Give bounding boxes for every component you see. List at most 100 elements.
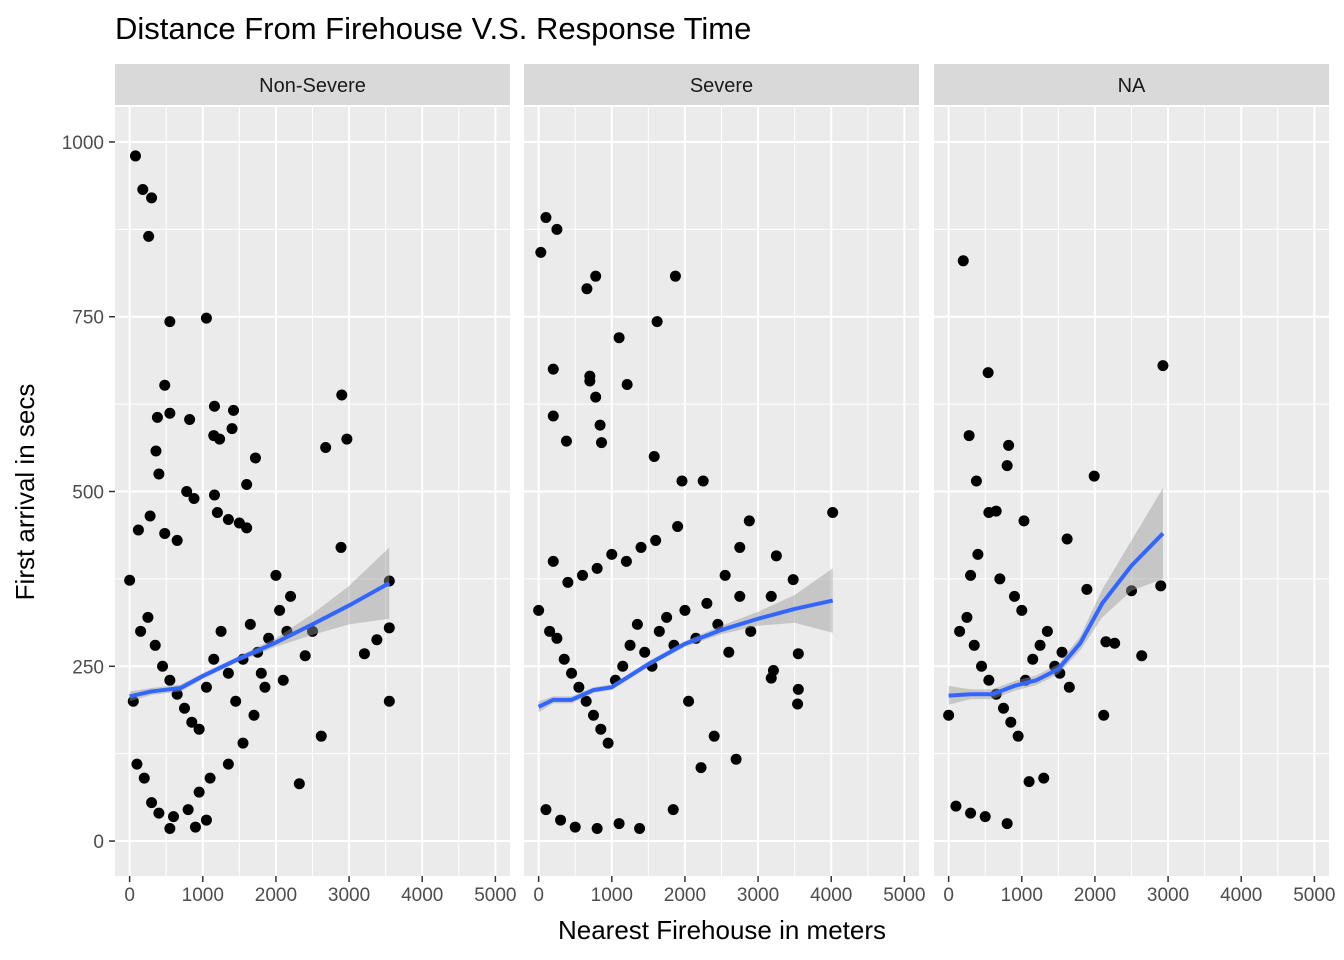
- data-point: [215, 625, 227, 637]
- data-point: [1100, 636, 1112, 648]
- data-point: [193, 786, 205, 798]
- data-point: [255, 667, 267, 679]
- data-point: [1098, 709, 1110, 721]
- data-point: [226, 423, 238, 435]
- data-point: [982, 367, 994, 379]
- data-point: [315, 730, 327, 742]
- data-point: [719, 569, 731, 581]
- data-point: [335, 541, 347, 553]
- confidence-ribbon: [129, 547, 390, 702]
- data-point: [765, 590, 777, 602]
- data-point: [827, 506, 839, 518]
- data-point: [540, 804, 552, 816]
- data-point: [371, 634, 383, 646]
- data-point: [965, 807, 977, 819]
- data-point: [237, 737, 249, 749]
- confidence-ribbon: [948, 488, 1163, 705]
- data-point: [639, 646, 651, 658]
- data-point: [149, 639, 161, 651]
- x-tick-label: 3000: [737, 885, 779, 906]
- data-point: [976, 660, 988, 672]
- data-point: [135, 625, 147, 637]
- data-point: [189, 821, 201, 833]
- data-point: [596, 437, 608, 449]
- data-point: [950, 800, 962, 812]
- data-point: [613, 332, 625, 344]
- facet-panel-0: Non-Severe 0 1000 2000 3000 4000 5000: [115, 64, 517, 906]
- data-point: [972, 548, 984, 560]
- data-point: [560, 435, 572, 447]
- facet-strip-label: Severe: [690, 75, 753, 97]
- data-point: [1126, 585, 1137, 597]
- data-point: [648, 451, 660, 463]
- data-point: [734, 541, 746, 553]
- data-point: [954, 625, 966, 637]
- data-point: [1155, 580, 1167, 592]
- data-point: [151, 411, 163, 423]
- data-point: [383, 622, 395, 634]
- data-point: [1016, 604, 1028, 616]
- data-point: [558, 653, 570, 665]
- data-point: [635, 541, 647, 553]
- x-tick-label: 5000: [474, 885, 516, 906]
- data-point: [274, 604, 286, 616]
- data-point: [270, 569, 282, 581]
- data-point: [1018, 515, 1030, 527]
- data-point: [208, 400, 220, 412]
- data-point: [204, 772, 216, 784]
- data-point: [1001, 460, 1013, 472]
- data-point: [178, 702, 190, 714]
- facet-strip: [524, 64, 919, 105]
- data-point: [164, 407, 176, 419]
- data-point: [184, 413, 196, 425]
- data-point: [171, 534, 183, 546]
- facet-strip: [115, 64, 510, 105]
- data-point: [358, 648, 370, 660]
- data-point: [1027, 653, 1039, 665]
- data-point: [1038, 772, 1050, 784]
- data-point: [566, 667, 578, 679]
- data-point: [792, 648, 804, 660]
- data-point: [544, 625, 556, 637]
- data-point: [943, 709, 955, 721]
- data-point: [587, 709, 599, 721]
- data-point: [249, 452, 261, 464]
- data-point: [613, 818, 625, 830]
- data-point: [127, 695, 139, 707]
- data-point: [620, 555, 632, 567]
- y-axis-title: First arrival in secs: [10, 384, 40, 601]
- data-point: [153, 807, 165, 819]
- data-point: [285, 590, 297, 602]
- data-point: [540, 211, 552, 223]
- data-point: [159, 527, 171, 539]
- data-point: [562, 576, 574, 588]
- data-point: [745, 625, 757, 637]
- data-point: [695, 762, 707, 774]
- chart-title: Distance From Firehouse V.S. Response Ti…: [115, 11, 751, 46]
- data-point: [547, 363, 559, 375]
- data-point: [792, 683, 804, 695]
- data-point: [138, 772, 150, 784]
- data-point: [1008, 590, 1020, 602]
- data-point: [594, 419, 606, 431]
- data-point: [248, 709, 260, 721]
- data-point: [222, 758, 234, 770]
- x-tick-label: 1000: [591, 885, 633, 906]
- data-point: [129, 150, 141, 162]
- data-point: [164, 674, 176, 686]
- data-point: [1001, 818, 1013, 830]
- data-point: [970, 475, 982, 487]
- data-point: [734, 590, 746, 602]
- data-point: [131, 758, 143, 770]
- facet-strip-label: Non-Severe: [259, 75, 366, 97]
- data-point: [228, 404, 239, 416]
- data-point: [621, 379, 633, 391]
- data-point: [1056, 646, 1068, 658]
- data-point: [743, 515, 755, 527]
- data-point: [142, 611, 154, 623]
- facet-strip: [934, 64, 1329, 105]
- data-point: [770, 550, 782, 562]
- x-tick-label: 4000: [401, 885, 443, 906]
